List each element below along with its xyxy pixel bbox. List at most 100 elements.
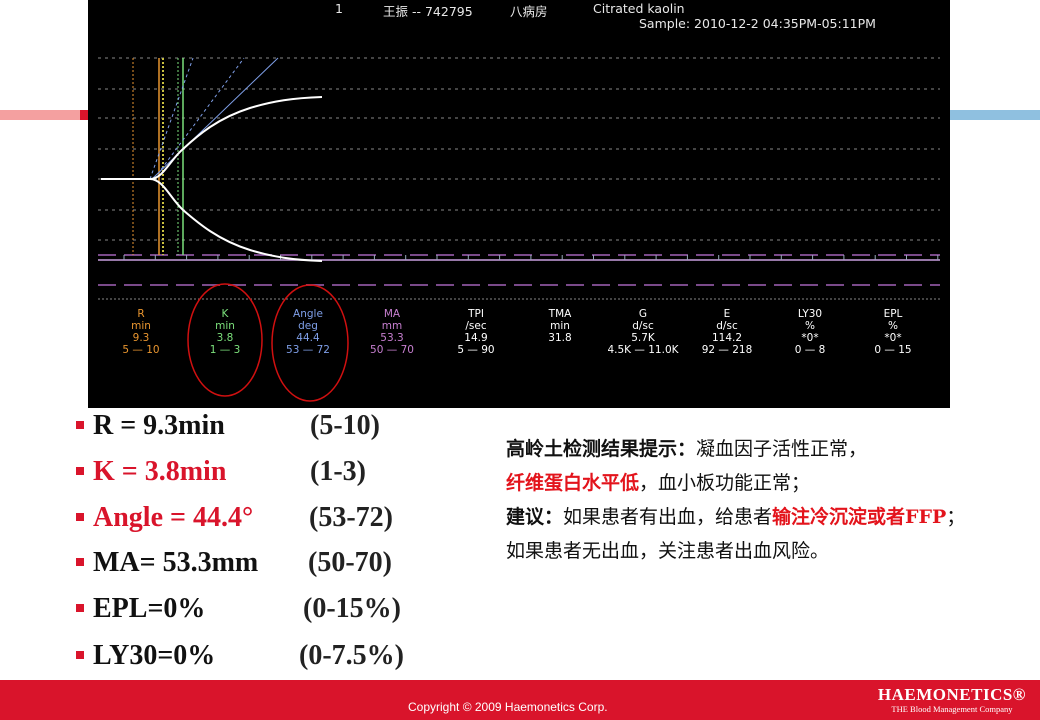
summary-value: LY30=0%	[93, 640, 216, 671]
param-ly30: LY30% *0* 0 — 8	[765, 308, 855, 356]
param-unit: d/sc	[716, 320, 738, 332]
assay-type: Citrated kaolin	[593, 1, 685, 16]
note-text: 凝血因子活性正常，	[696, 438, 868, 460]
note-recommendation: 输注冷沉淀或者FFP	[772, 506, 947, 528]
param-tpi: TPI/sec 14.9 5 — 90	[431, 308, 521, 356]
param-range: 5 — 90	[457, 344, 495, 356]
param-unit: min	[215, 320, 235, 332]
param-name: K	[221, 308, 229, 320]
param-name: G	[638, 308, 648, 320]
footer: Copyright © 2009 Haemonetics Corp. HAEMO…	[0, 680, 1040, 720]
grid-lines	[98, 57, 940, 241]
param-unit: min	[550, 320, 570, 332]
param-unit: %	[888, 320, 898, 332]
bullet-icon	[76, 420, 84, 429]
run-number: 1	[335, 1, 343, 16]
tracing-lower	[101, 178, 323, 262]
ward: 八病房	[510, 4, 548, 19]
haemonetics-logo: HAEMONETICS® THE Blood Management Compan…	[877, 685, 1026, 715]
param-value: 5.7K	[631, 332, 655, 344]
param-value: 31.8	[548, 332, 572, 344]
param-value: *0*	[884, 332, 902, 344]
param-name: Angle	[293, 308, 323, 320]
param-unit: deg	[298, 320, 318, 332]
param-range: 5 — 10	[122, 344, 160, 356]
bullet-icon	[76, 512, 84, 521]
time-ticks	[123, 255, 939, 260]
bullet-icon	[76, 650, 84, 659]
summary-range: (0-7.5%)	[299, 640, 404, 671]
param-unit: min	[131, 320, 151, 332]
summary-range: (0-15%)	[303, 593, 401, 624]
note-heading: 高岭土检测结果提示：	[506, 438, 697, 460]
param-value: 9.3	[132, 332, 150, 344]
teg-tracing	[98, 57, 940, 402]
decor-bar-right	[950, 110, 1040, 120]
param-name: MA	[383, 308, 401, 320]
param-value: 44.4	[296, 332, 320, 344]
note-text: 如果患者有出血，给患者	[563, 506, 773, 528]
summary-range: (5-10)	[310, 410, 380, 441]
summary-item: MA= 53.3mm	[76, 546, 258, 580]
param-name: EPL	[883, 308, 903, 320]
param-value: 53.3	[380, 332, 404, 344]
summary-value: Angle = 44.4°	[93, 502, 254, 533]
highlight-circle-angle	[271, 284, 349, 402]
summary-range: (53-72)	[309, 502, 393, 533]
decor-bar-left-red	[80, 110, 88, 120]
param-name: TMA	[548, 308, 572, 320]
summary-item: Angle = 44.4°	[76, 501, 253, 535]
summary-value: MA= 53.3mm	[93, 547, 259, 578]
param-ma: MA mm 53.3 50 — 70	[347, 308, 437, 356]
logo-tagline: THE Blood Management Company	[891, 704, 1013, 714]
summary-value: K = 3.8min	[93, 456, 227, 487]
angle-ref-high	[153, 57, 245, 180]
summary-item: EPL=0%	[76, 592, 205, 626]
param-name: R	[137, 308, 145, 320]
param-range: 0 — 8	[794, 344, 826, 356]
param-unit: mm	[381, 320, 403, 332]
param-name: TPI	[468, 308, 484, 320]
summary-item: LY30=0%	[76, 639, 215, 673]
summary-range: (1-3)	[310, 456, 366, 487]
param-range: 50 — 70	[370, 344, 414, 356]
param-unit: /sec	[465, 320, 487, 332]
bullet-icon	[76, 557, 84, 566]
sample-time: Sample: 2010-12-2 04:35PM-05:11PM	[639, 16, 876, 31]
decor-bar-left	[0, 110, 80, 120]
interpretation-note: 高岭土检测结果提示：凝血因子活性正常， 纤维蛋白水平低，血小板功能正常； 建议：…	[506, 432, 976, 568]
param-range: 53 — 72	[286, 344, 330, 356]
param-unit: d/sc	[632, 320, 654, 332]
param-range: 4.5K — 11.0K	[607, 344, 679, 356]
teg-tracing-screen: 1 王振 -- 742795 八病房 Citrated kaolin Sampl…	[88, 0, 950, 408]
summary-value: R = 9.3min	[93, 410, 225, 441]
param-value: 14.9	[464, 332, 488, 344]
note-text: ；如果患者无出血，关注患者出血风险。	[506, 506, 966, 562]
param-value: 3.8	[216, 332, 234, 344]
param-unit: %	[805, 320, 815, 332]
param-range: 1 — 3	[209, 344, 241, 356]
summary-range: (50-70)	[308, 547, 392, 578]
note-warning: 纤维蛋白水平低	[506, 472, 640, 494]
param-epl: EPL% *0* 0 — 15	[848, 308, 938, 356]
copyright: Copyright © 2009 Haemonetics Corp.	[408, 700, 608, 714]
bullet-icon	[76, 603, 84, 612]
param-name: E	[723, 308, 731, 320]
param-angle: Angle deg 44.4 53 — 72	[263, 308, 353, 356]
note-advice-heading: 建议：	[506, 506, 564, 528]
bullet-icon	[76, 466, 84, 475]
patient-id: 王振 -- 742795	[383, 4, 473, 19]
param-range	[515, 344, 605, 356]
highlight-circle-k	[187, 283, 263, 397]
param-name: LY30	[797, 308, 823, 320]
summary-value: EPL=0%	[93, 593, 206, 624]
param-tma: TMA min 31.8	[515, 308, 605, 356]
tracing-upper	[101, 96, 323, 180]
summary-item: R = 9.3min	[76, 409, 225, 443]
logo-text: HAEMONETICS®	[877, 685, 1026, 704]
param-range: 0 — 15	[874, 344, 912, 356]
note-text: ，血小板功能正常；	[639, 472, 811, 494]
